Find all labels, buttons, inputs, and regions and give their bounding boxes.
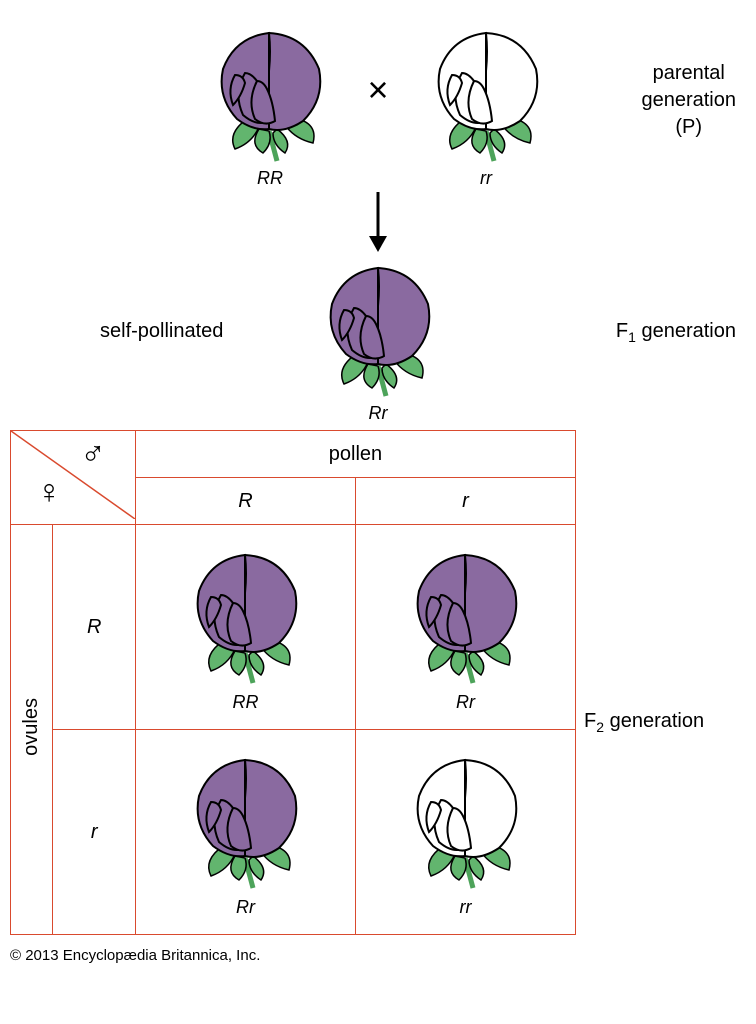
punnett-square: ♂ ♀ pollen R r ovules R [10, 430, 576, 935]
punnett-cell-rr: rr [356, 730, 576, 935]
punnett-cell-RR: RR [136, 525, 356, 730]
f2-label: F2 generation [584, 710, 704, 735]
f1-generation-row: self-pollinated Rr F1 generation [10, 250, 746, 430]
ovules-header: ovules [11, 525, 53, 935]
flower-icon [173, 543, 318, 688]
parent1-genotype: RR [257, 168, 283, 189]
cell-genotype: rr [460, 897, 472, 918]
flower-icon [306, 256, 451, 401]
corner-cell: ♂ ♀ [11, 431, 136, 525]
copyright-text: © 2013 Encyclopædia Britannica, Inc. [10, 947, 746, 964]
punnett-cell-Rr-bottom: Rr [136, 730, 356, 935]
pollen-allele-2: r [356, 478, 576, 525]
self-pollinated-label: self-pollinated [100, 320, 223, 343]
genetics-diagram: RR × rr parental generation (P) [10, 10, 746, 964]
parental-generation-row: RR × rr parental generation (P) [10, 10, 746, 200]
flower-icon [173, 748, 318, 893]
flower-icon [414, 21, 559, 166]
pollen-allele-1: R [136, 478, 356, 525]
f1-label: F1 generation [616, 320, 736, 345]
punnett-cell-Rr-top: Rr [356, 525, 576, 730]
parent2-block: rr [414, 21, 559, 189]
male-symbol: ♂ [80, 435, 106, 473]
cross-symbol: × [367, 69, 388, 111]
cell-genotype: RR [233, 692, 259, 713]
cell-genotype: Rr [236, 897, 255, 918]
flower-icon [393, 543, 538, 688]
ovule-allele-1: R [53, 525, 136, 730]
punnett-area: ♂ ♀ pollen R r ovules R [10, 430, 746, 935]
f1-block: Rr [306, 256, 451, 424]
cell-genotype: Rr [456, 692, 475, 713]
flower-icon [197, 21, 342, 166]
flower-icon [393, 748, 538, 893]
female-symbol: ♀ [36, 473, 62, 511]
parent2-genotype: rr [480, 168, 492, 189]
parent1-block: RR [197, 21, 342, 189]
ovule-allele-2: r [53, 730, 136, 935]
parental-label: parental generation (P) [641, 60, 736, 141]
f1-genotype: Rr [369, 403, 388, 424]
pollen-header: pollen [136, 431, 576, 478]
